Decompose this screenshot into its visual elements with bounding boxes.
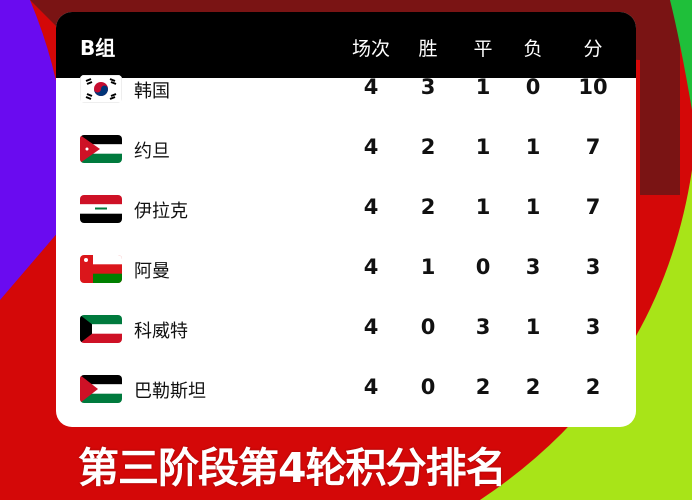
team-name: 伊拉克	[134, 201, 188, 222]
table-header: B组 场次 胜 平 负 分	[56, 12, 636, 78]
stat-lost: 2	[525, 375, 541, 399]
header-won: 胜	[418, 38, 438, 60]
stat-lost: 0	[525, 75, 541, 99]
stat-lost: 1	[525, 315, 541, 339]
team-name: 阿曼	[134, 261, 170, 282]
standings-table: B组 场次 胜 平 负 分 韩国 4 3 1 0 10 约旦 4 2 1 1 7 伊拉克 4 2 1 1 7 阿曼 4…	[56, 12, 636, 427]
stat-played: 4	[363, 375, 379, 399]
stat-won: 0	[420, 375, 436, 399]
stat-played: 4	[363, 195, 379, 219]
stat-lost: 3	[525, 255, 541, 279]
iraq-flag-icon	[80, 195, 122, 223]
oman-flag-icon	[80, 255, 122, 283]
stat-played: 4	[363, 135, 379, 159]
stat-played: 4	[363, 75, 379, 99]
table-row: 韩国 4 3 1 0 10	[56, 59, 636, 119]
jordan-flag-icon	[80, 135, 122, 163]
stat-lost: 1	[525, 195, 541, 219]
palestine-flag-icon	[80, 375, 122, 403]
stat-points: 7	[585, 135, 601, 159]
header-lost: 负	[523, 38, 543, 60]
stat-won: 1	[420, 255, 436, 279]
group-title: B组	[80, 36, 116, 60]
stat-points: 3	[585, 255, 601, 279]
stat-drawn: 1	[475, 135, 491, 159]
stat-points: 3	[585, 315, 601, 339]
stat-won: 3	[420, 75, 436, 99]
table-row: 伊拉克 4 2 1 1 7	[56, 179, 636, 239]
stat-won: 0	[420, 315, 436, 339]
table-row: 约旦 4 2 1 1 7	[56, 119, 636, 179]
stat-played: 4	[363, 315, 379, 339]
team-name: 巴勒斯坦	[134, 381, 206, 402]
stat-drawn: 1	[475, 195, 491, 219]
header-played: 场次	[351, 38, 390, 60]
stat-won: 2	[420, 135, 436, 159]
team-name: 科威特	[134, 321, 188, 342]
caption: 第三阶段第4轮积分排名	[78, 444, 507, 492]
table-row: 阿曼 4 1 0 3 3	[56, 239, 636, 299]
stat-points: 7	[585, 195, 601, 219]
table-row: 巴勒斯坦 4 0 2 2 2	[56, 359, 636, 419]
stat-won: 2	[420, 195, 436, 219]
stat-drawn: 1	[475, 75, 491, 99]
team-name: 约旦	[134, 141, 170, 162]
stat-drawn: 3	[475, 315, 491, 339]
stat-points: 2	[585, 375, 601, 399]
header-points: 分	[583, 38, 603, 60]
south-korea-flag-icon	[80, 75, 122, 103]
stat-drawn: 0	[475, 255, 491, 279]
table-row: 科威特 4 0 3 1 3	[56, 299, 636, 359]
stat-played: 4	[363, 255, 379, 279]
kuwait-flag-icon	[80, 315, 122, 343]
header-drawn: 平	[473, 38, 493, 60]
team-name: 韩国	[134, 81, 170, 102]
stat-lost: 1	[525, 135, 541, 159]
stat-points: 10	[578, 75, 608, 99]
stat-drawn: 2	[475, 375, 491, 399]
